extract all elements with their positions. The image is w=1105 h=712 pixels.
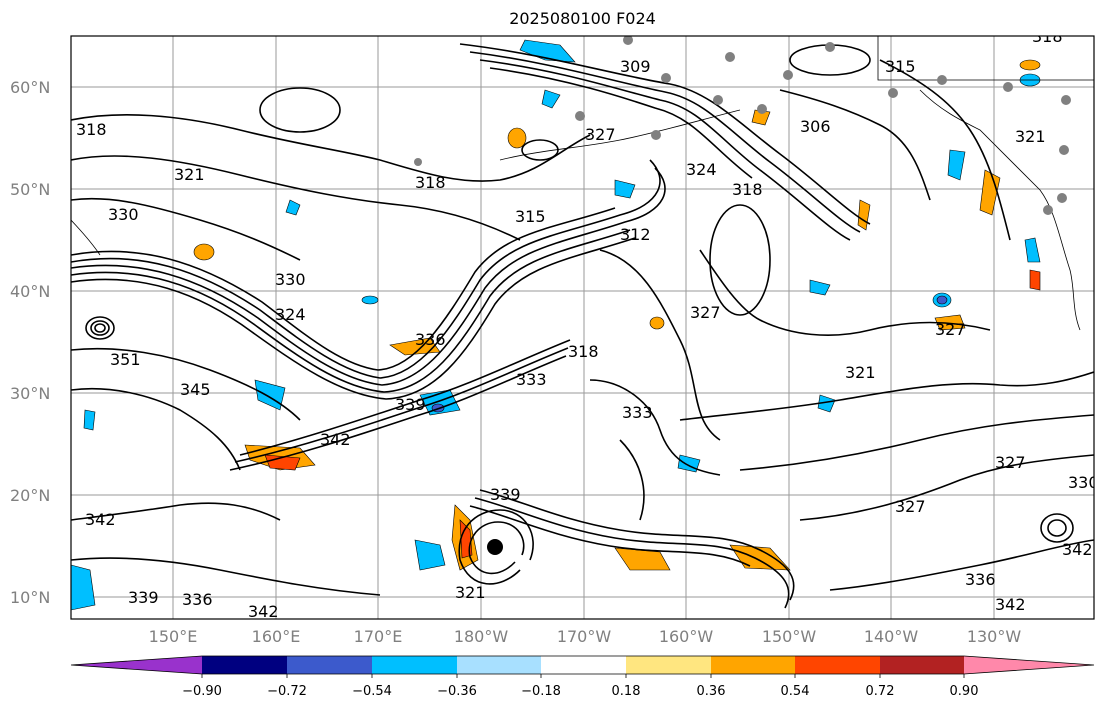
lon-label-140w: 140°W bbox=[863, 627, 919, 646]
colorbar-segments bbox=[71, 656, 1094, 674]
station-markers bbox=[414, 36, 1071, 215]
lon-label-150e: 150°E bbox=[148, 627, 198, 646]
contour-label: 327 bbox=[935, 320, 966, 339]
colorbar-tick-label: 0.54 bbox=[780, 684, 810, 699]
colorbar-tick-label: −0.54 bbox=[352, 684, 392, 699]
contour-label: 342 bbox=[248, 602, 279, 621]
colorbar-tick-label: −0.18 bbox=[521, 684, 561, 699]
contour-label: 315 bbox=[515, 207, 546, 226]
colorbar-tick-label: −0.36 bbox=[437, 684, 477, 699]
colorbar-extend-low bbox=[71, 656, 202, 674]
lon-label-170e: 170°E bbox=[353, 627, 403, 646]
colorbar-tick-label: 0.18 bbox=[611, 684, 641, 699]
contour-label: 339 bbox=[490, 485, 521, 504]
lat-label-60n: 60°N bbox=[10, 78, 51, 97]
lon-label-130w: 130°W bbox=[966, 627, 1022, 646]
colorbar-extend-high bbox=[964, 656, 1094, 674]
contour-label: 321 bbox=[845, 363, 876, 382]
lat-label-30n: 30°N bbox=[10, 384, 51, 403]
contour-label: 333 bbox=[516, 370, 547, 389]
contour-value-labels: 318 321 318 315 312 327 324 318 306 309 … bbox=[76, 27, 1099, 621]
contour-label: 315 bbox=[885, 57, 916, 76]
contour-label: 351 bbox=[110, 350, 141, 369]
contour-label: 321 bbox=[455, 583, 486, 602]
contour-label: 330 bbox=[275, 270, 306, 289]
contour-label: 345 bbox=[180, 380, 211, 399]
contour-label: 324 bbox=[275, 305, 306, 324]
contour-lines bbox=[71, 43, 1094, 609]
contour-label: 327 bbox=[895, 497, 926, 516]
cyclone-center-marker bbox=[487, 539, 503, 555]
contour-label: 321 bbox=[1015, 127, 1046, 146]
contour-label: 306 bbox=[800, 117, 831, 136]
colorbar-tick-label: 0.72 bbox=[865, 684, 895, 699]
colorbar-tick-label: −0.72 bbox=[267, 684, 307, 699]
contour-label: 342 bbox=[995, 595, 1026, 614]
contour-label: 330 bbox=[1068, 473, 1099, 492]
contour-label: 336 bbox=[965, 570, 996, 589]
contour-label: 327 bbox=[585, 125, 616, 144]
map-frame bbox=[70, 35, 1095, 620]
contour-label: 312 bbox=[620, 225, 651, 244]
contour-label: 342 bbox=[320, 430, 351, 449]
lat-label-50n: 50°N bbox=[10, 180, 51, 199]
contour-label: 318 bbox=[415, 173, 446, 192]
contour-label: 324 bbox=[686, 160, 717, 179]
contour-label: 336 bbox=[415, 330, 446, 349]
contour-label: 318 bbox=[732, 180, 763, 199]
lon-label-160e: 160°E bbox=[251, 627, 301, 646]
contour-label: 330 bbox=[108, 205, 139, 224]
graticule bbox=[71, 36, 1094, 619]
lat-label-20n: 20°N bbox=[10, 486, 51, 505]
contour-label: 318 bbox=[1032, 27, 1063, 46]
contour-label: 339 bbox=[395, 395, 426, 414]
lat-label-10n: 10°N bbox=[10, 588, 51, 607]
contour-label: 342 bbox=[1062, 540, 1093, 559]
coastlines bbox=[71, 36, 1094, 331]
lon-label-180w: 180°W bbox=[453, 627, 509, 646]
colorbar-tick-label: 0.36 bbox=[696, 684, 726, 699]
lon-label-160w: 160°W bbox=[658, 627, 714, 646]
colorbar-tick-label: −0.90 bbox=[182, 684, 222, 699]
lon-label-150w: 150°W bbox=[761, 627, 817, 646]
colorbar-tick-label: 0.90 bbox=[949, 684, 979, 699]
contour-label: 318 bbox=[568, 342, 599, 361]
contour-label: 321 bbox=[174, 165, 205, 184]
contour-label: 333 bbox=[622, 403, 653, 422]
contour-label: 327 bbox=[995, 453, 1026, 472]
contour-label: 318 bbox=[76, 120, 107, 139]
contour-label: 309 bbox=[620, 57, 651, 76]
contour-label: 327 bbox=[690, 303, 721, 322]
contour-label: 336 bbox=[182, 590, 213, 609]
contour-label: 339 bbox=[128, 588, 159, 607]
map-title: 2025080100 F024 bbox=[509, 9, 656, 28]
contour-label: 342 bbox=[85, 510, 116, 529]
lat-label-40n: 40°N bbox=[10, 282, 51, 301]
lon-label-170w: 170°W bbox=[556, 627, 612, 646]
